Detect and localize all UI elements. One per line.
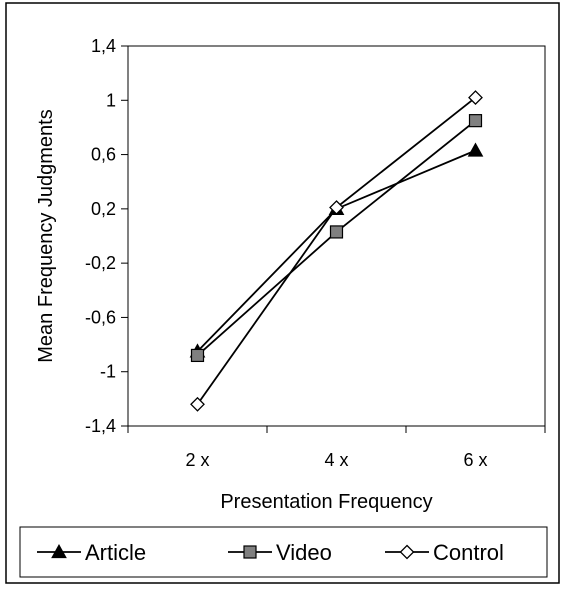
legend-label-article: Article — [85, 540, 146, 565]
legend: Article Video Control — [37, 540, 504, 565]
x-axis-title: Presentation Frequency — [220, 491, 432, 513]
legend-label-video: Video — [276, 540, 332, 565]
y-axis-title: Mean Frequency Judgments — [35, 109, 57, 362]
control-point — [190, 396, 205, 412]
y-tick-label: 0,6 — [91, 145, 116, 165]
y-axis: 1,4 1 0,6 0,2 -0,2 -0,6 -1 -1,4 — [85, 36, 128, 436]
legend-label-control: Control — [433, 540, 504, 565]
y-tick-label: 1,4 — [91, 36, 116, 56]
x-tick-label: 2 x — [185, 450, 209, 470]
legend-marker-square — [243, 545, 257, 559]
x-tick-label: 4 x — [324, 450, 348, 470]
series-video — [190, 114, 483, 363]
legend-item-article: Article — [37, 540, 146, 565]
control-point — [329, 200, 344, 215]
y-tick-label: -0,6 — [85, 307, 116, 327]
legend-marker-triangle — [51, 543, 67, 559]
y-tick-label: -0,2 — [85, 253, 116, 273]
y-tick-label: 1 — [106, 90, 116, 110]
y-tick-label: 0,2 — [91, 199, 116, 219]
series-layer — [189, 90, 484, 412]
y-tick-label: -1,4 — [85, 416, 116, 436]
video-point — [190, 348, 205, 363]
article-point — [467, 142, 484, 157]
legend-item-video: Video — [228, 540, 332, 565]
video-point — [468, 114, 483, 128]
x-axis: 2 x 4 x 6 x — [127, 426, 546, 470]
video-point — [329, 225, 344, 239]
series-control — [190, 90, 483, 412]
legend-marker-diamond — [399, 544, 415, 560]
y-tick-label: -1 — [100, 362, 116, 382]
legend-item-control: Control — [385, 540, 504, 565]
legend-box — [19, 526, 548, 578]
x-tick-label: 6 x — [463, 450, 487, 470]
control-point — [468, 90, 483, 105]
